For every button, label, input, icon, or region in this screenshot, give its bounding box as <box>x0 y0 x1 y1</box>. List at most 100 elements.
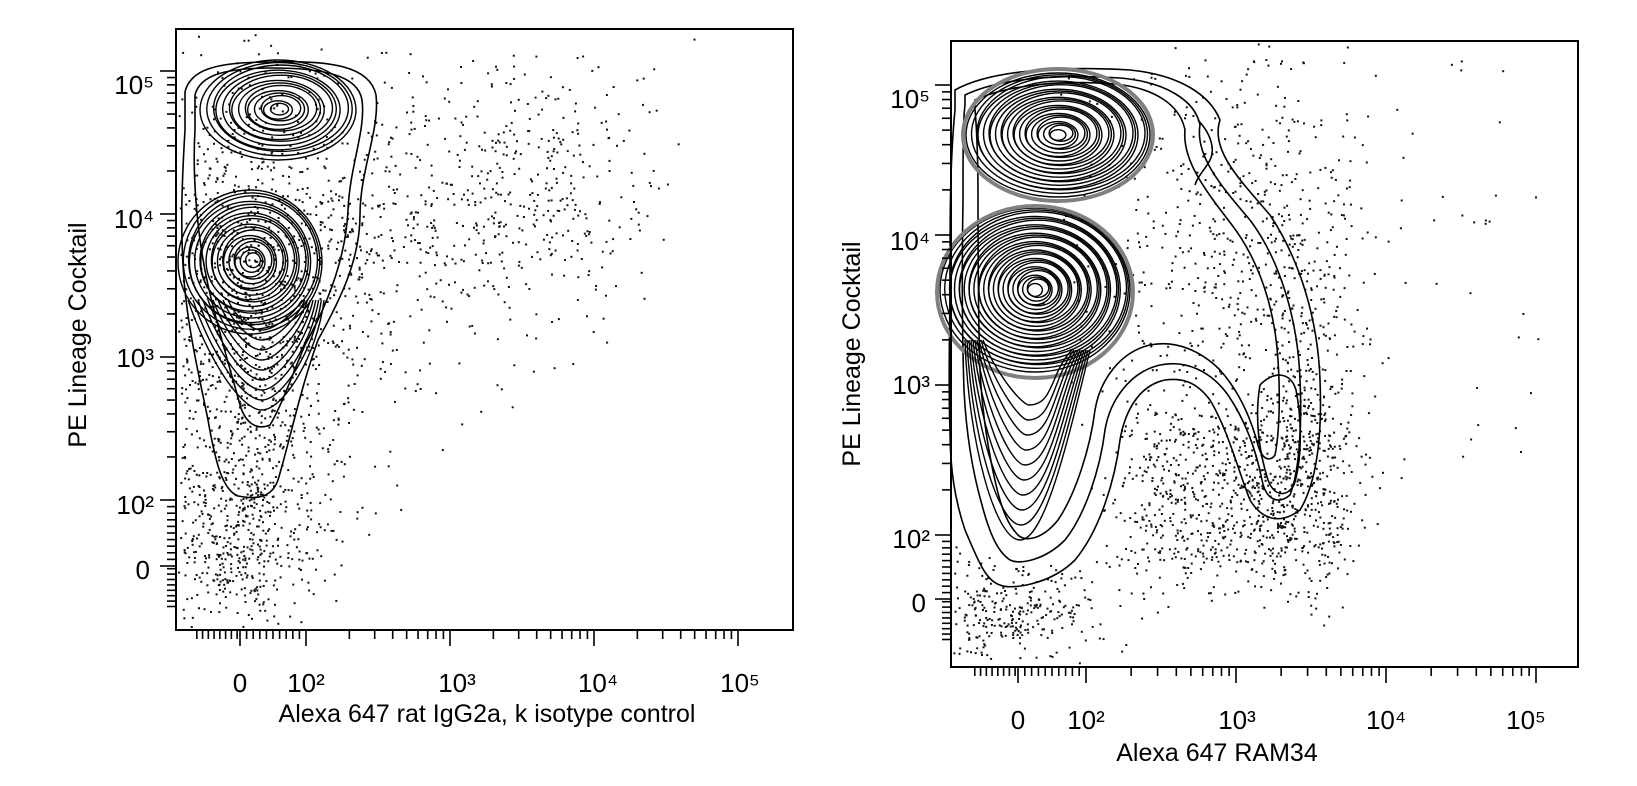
right-scatter-dot <box>1191 329 1194 332</box>
right-scatter-dot <box>1284 522 1287 525</box>
left-scatter-dot <box>243 132 246 135</box>
left-scatter-dot <box>527 142 530 145</box>
right-scatter-dot <box>1311 311 1314 314</box>
left-scatter-dot <box>256 558 259 561</box>
right-scatter-dot <box>1238 334 1241 337</box>
right-scatter-dot <box>1024 629 1027 631</box>
left-scatter-dot <box>512 241 514 244</box>
left-scatter-dot <box>577 214 580 217</box>
right-scatter-dot <box>1349 545 1352 547</box>
right-scatter-dot <box>1029 604 1032 607</box>
right-scatter-dot <box>1143 470 1146 473</box>
left-scatter-dot <box>381 361 384 364</box>
left-scatter-dot <box>553 168 555 170</box>
left-scatter-dot <box>326 118 329 121</box>
right-scatter-dot <box>1016 628 1019 631</box>
left-scatter-dot <box>484 197 487 200</box>
right-scatter-dot <box>1335 316 1338 319</box>
left-scatter-dot <box>445 182 448 185</box>
right-scatter-dot <box>1260 438 1263 441</box>
right-scatter-dot <box>1073 613 1076 616</box>
right-scatter-dot <box>1153 148 1156 151</box>
left-scatter-dot <box>358 276 361 279</box>
left-scatter-dot <box>314 368 317 371</box>
right-scatter-dot <box>1183 558 1186 560</box>
left-scatter-dot <box>226 446 229 449</box>
left-scatter-dot <box>184 574 187 577</box>
right-scatter-dot <box>989 582 992 585</box>
left-scatter-dot <box>474 253 477 256</box>
right-scatter-dot <box>1245 200 1248 203</box>
right-scatter-dot <box>1222 554 1225 557</box>
right-scatter-dot <box>1248 455 1251 458</box>
left-lower-ring-12 <box>222 234 278 290</box>
left-scatter-dot <box>216 160 219 163</box>
right-scatter-dot <box>1292 439 1294 442</box>
right-scatter-dot <box>1333 491 1336 494</box>
right-scatter-dot <box>1163 453 1166 456</box>
left-scatter-dot <box>456 153 459 156</box>
right-scatter-dot <box>1134 520 1137 523</box>
left-scatter-dot <box>287 556 290 559</box>
right-scatter-dot <box>1174 438 1177 441</box>
left-scatter-dot <box>247 123 250 126</box>
left-scatter-dot <box>318 432 321 435</box>
right-scatter-dot <box>1218 531 1221 534</box>
right-scatter-dot <box>1231 496 1234 498</box>
left-scatter-dot <box>184 552 187 555</box>
right-scatter-dot <box>1153 430 1156 433</box>
right-scatter-dot <box>1361 237 1364 240</box>
left-scatter-dot <box>180 319 183 322</box>
left-scatter-dot <box>255 186 257 189</box>
left-scatter-dot <box>204 495 207 498</box>
right-scatter-dot <box>1271 216 1274 219</box>
right-scatter-dot <box>1293 493 1296 496</box>
right-scatter-dot <box>1245 142 1248 145</box>
right-scatter-dot <box>1188 190 1191 193</box>
left-scatter-dot <box>241 437 243 440</box>
left-scatter-dot <box>381 342 384 345</box>
right-scatter-dot <box>1063 218 1065 221</box>
left-scatter-dot <box>293 339 296 342</box>
left-scatter-dot <box>497 293 500 296</box>
right-scatter-dot <box>1214 417 1217 420</box>
left-scatter-dot <box>496 338 499 341</box>
left-scatter-dot <box>284 366 287 368</box>
right-scatter-dot <box>1222 472 1225 475</box>
left-scatter-dot <box>666 183 669 186</box>
right-scatter-dot <box>1246 509 1249 512</box>
left-scatter-dot <box>210 305 213 308</box>
left-scatter-dot <box>303 242 306 245</box>
left-scatter-dot <box>208 554 211 557</box>
left-scatter-dot <box>264 417 267 420</box>
left-scatter-dot <box>505 82 508 84</box>
right-scatter-dot <box>1012 610 1014 613</box>
left-scatter-dot <box>244 319 247 322</box>
right-scatter-dot <box>1342 472 1345 475</box>
right-scatter-dot <box>1283 275 1286 277</box>
left-scatter-dot <box>322 194 325 197</box>
right-scatter-dot <box>1084 639 1087 642</box>
left-scatter-dot <box>547 199 550 202</box>
right-scatter-dot <box>1346 509 1349 512</box>
right-scatter-dot <box>1309 440 1312 442</box>
right-scatter-dot <box>1304 508 1307 511</box>
right-scatter-dot <box>1218 233 1221 235</box>
right-scatter-dot <box>1275 270 1278 273</box>
left-scatter-dot <box>294 528 297 531</box>
left-scatter-dot <box>327 473 330 476</box>
left-scatter-dot <box>387 323 390 325</box>
left-scatter-dot <box>244 566 247 569</box>
left-scatter-dot <box>378 204 381 207</box>
left-scatter-dot <box>241 404 244 407</box>
left-scatter-dot <box>279 503 282 506</box>
right-scatter-dot <box>1194 432 1197 435</box>
left-scatter-dot <box>256 448 259 450</box>
left-scatter-dot <box>412 110 415 113</box>
right-scatter-dot <box>1329 444 1332 447</box>
left-scatter-dot <box>195 247 198 250</box>
right-contours-lower <box>935 204 1135 380</box>
right-lower-ring-27 <box>1026 282 1044 298</box>
right-scatter-dot <box>1337 567 1339 570</box>
left-scatter-dot <box>425 119 428 122</box>
